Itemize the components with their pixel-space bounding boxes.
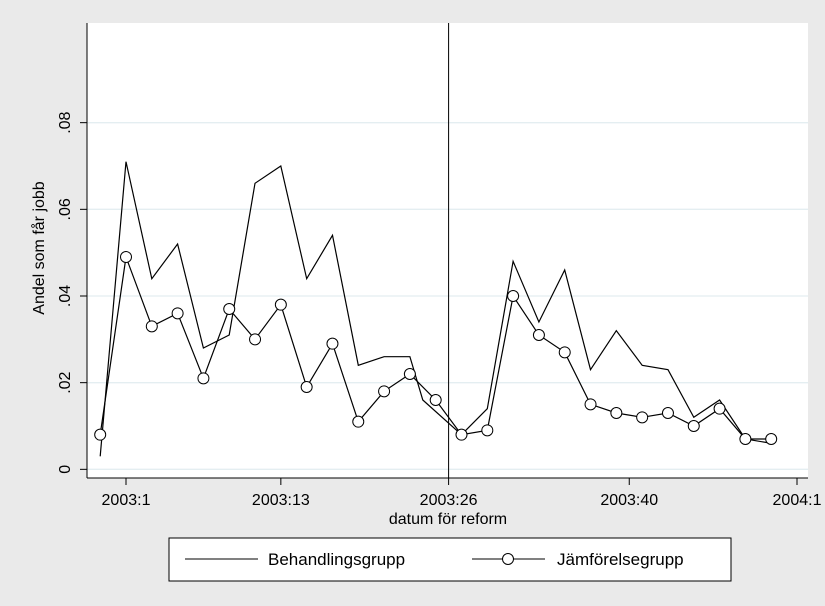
data-point-jamforelsegrupp bbox=[584, 398, 597, 411]
data-point-jamforelsegrupp bbox=[507, 290, 520, 302]
x-tick-label: 2003:40 bbox=[600, 492, 658, 509]
data-point-jamforelsegrupp bbox=[765, 433, 778, 445]
data-point-jamforelsegrupp bbox=[739, 433, 752, 445]
y-tick-label: .06 bbox=[57, 198, 74, 220]
data-point-jamforelsegrupp bbox=[532, 329, 545, 341]
x-tick-label: 2004:1 bbox=[773, 492, 822, 509]
y-tick-label: .08 bbox=[57, 111, 74, 133]
data-point-jamforelsegrupp bbox=[223, 303, 236, 315]
y-tick-label: .04 bbox=[57, 285, 74, 307]
x-tick-label: 2003:26 bbox=[420, 492, 478, 509]
data-point-jamforelsegrupp bbox=[687, 420, 700, 432]
x-axis-label: datum för reform bbox=[389, 511, 507, 528]
data-point-jamforelsegrupp bbox=[274, 298, 287, 311]
series-line-behandlingsgrupp bbox=[99, 161, 772, 457]
legend-label-jamforelsegrupp: Jämförelsegrupp bbox=[557, 550, 684, 569]
legend: Behandlingsgrupp Jämförelsegrupp bbox=[168, 537, 732, 582]
data-point-jamforelsegrupp bbox=[713, 402, 726, 415]
data-point-jamforelsegrupp bbox=[300, 381, 313, 393]
data-point-jamforelsegrupp bbox=[171, 307, 184, 320]
legend-label-behandlingsgrupp: Behandlingsgrupp bbox=[268, 550, 405, 569]
x-tick-label: 2003:13 bbox=[252, 492, 310, 509]
data-point-jamforelsegrupp bbox=[120, 251, 132, 263]
plot-area bbox=[87, 23, 808, 478]
y-axis-label: Andel som får jobb bbox=[30, 181, 48, 315]
data-point-jamforelsegrupp bbox=[558, 346, 571, 359]
y-axis-ticks: 0 .02 .04 .06 .08 bbox=[57, 111, 87, 474]
data-point-jamforelsegrupp bbox=[661, 407, 674, 419]
data-point-jamforelsegrupp bbox=[249, 333, 262, 346]
y-tick-label: .02 bbox=[57, 371, 74, 393]
data-point-jamforelsegrupp bbox=[636, 411, 649, 424]
data-point-jamforelsegrupp bbox=[352, 415, 365, 428]
data-point-jamforelsegrupp bbox=[197, 372, 210, 385]
data-point-jamforelsegrupp bbox=[481, 424, 494, 437]
data-point-jamforelsegrupp bbox=[429, 394, 442, 406]
data-point-jamforelsegrupp bbox=[403, 368, 416, 380]
x-tick-label: 2003:1 bbox=[102, 492, 151, 509]
data-point-jamforelsegrupp bbox=[94, 428, 107, 441]
x-axis-ticks: 2003:1 2003:13 2003:26 2003:40 2004:1 bbox=[102, 478, 822, 509]
data-point-jamforelsegrupp bbox=[326, 337, 339, 350]
y-tick-label: 0 bbox=[57, 465, 74, 474]
legend-box bbox=[168, 537, 732, 582]
legend-marker-jamforelsegrupp bbox=[502, 553, 514, 565]
data-point-jamforelsegrupp bbox=[145, 320, 158, 333]
data-point-jamforelsegrupp bbox=[455, 428, 468, 441]
series-layer bbox=[94, 161, 778, 457]
data-point-jamforelsegrupp bbox=[610, 407, 623, 419]
data-point-jamforelsegrupp bbox=[378, 385, 391, 398]
